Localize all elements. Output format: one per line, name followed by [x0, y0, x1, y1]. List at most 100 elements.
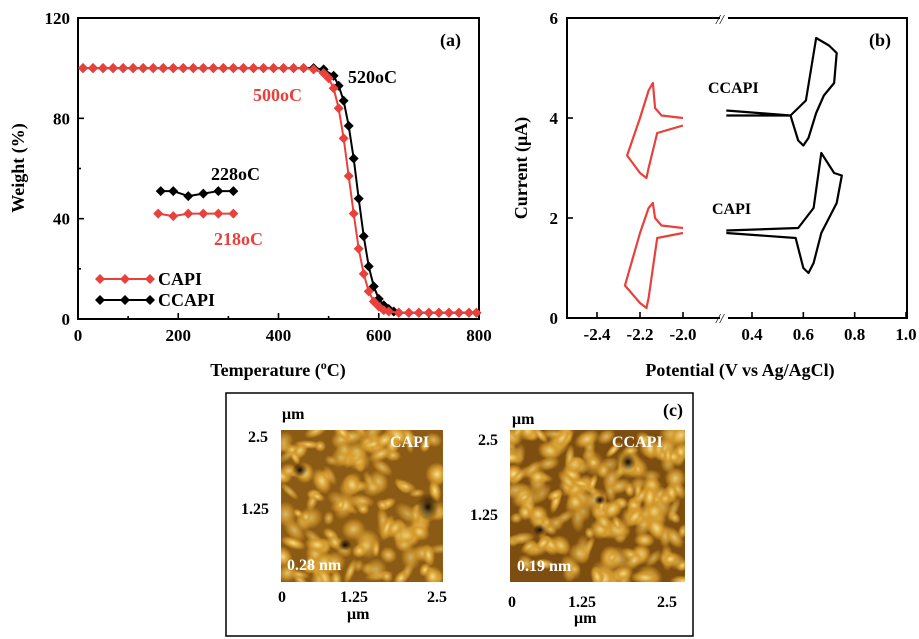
tga-point-capi: [168, 63, 179, 74]
cv-xtick-label: -2.4: [584, 325, 611, 344]
afm-grain: [546, 489, 564, 502]
tga-ytick-label: 80: [53, 109, 70, 128]
cv-xtick-label: 0.6: [793, 325, 814, 344]
tga-point-capi: [178, 63, 189, 74]
cv-ytick-label: 2: [550, 209, 559, 228]
afm-grain: [310, 491, 325, 502]
cv-ytick-label: 6: [550, 9, 559, 28]
cv-xtick-label: 0.8: [844, 325, 865, 344]
afm-capi-ytick-mid: 1.25: [241, 501, 269, 518]
afm-grain: [371, 458, 393, 477]
tga-ytick-label: 40: [53, 210, 70, 229]
capi-cv-label: CAPI: [712, 201, 751, 218]
afm-capi-roughness: 0.28 nm: [287, 557, 342, 574]
top-axis-break: //: [715, 13, 725, 28]
afm-grain: [343, 558, 357, 582]
ccapi-td-annotation: 520oC: [348, 67, 397, 87]
tga-point-capi: [188, 63, 199, 74]
capi-tg-annotation: 218oC: [214, 229, 263, 249]
afm-grain: [334, 430, 351, 442]
afm-grain: [384, 449, 402, 462]
afm-grain: [510, 430, 526, 441]
tga-point-ccapi-tg: [213, 186, 224, 197]
tga-point-capi: [413, 307, 424, 318]
afm-grain: [345, 439, 368, 462]
afm-grain: [596, 430, 616, 445]
afm-grain: [330, 569, 342, 582]
afm-grain: [624, 550, 644, 571]
tga-point-ccapi: [353, 193, 364, 204]
afm-image-ccapi: CCAPI 0.19 nm μm 2.5 1.25 0 1.25 2.5 μm: [470, 411, 685, 627]
tga-point-capi: [443, 307, 454, 318]
tga-point-capi: [358, 268, 369, 279]
tga-point-capi: [433, 307, 444, 318]
afm-grain: [606, 550, 618, 564]
cv-panel: // // -2.4 -2.2 -2.0 0.4 0.6 0.8 1.0 0 2 4 6 (b) C…: [511, 8, 917, 381]
tga-point-capi: [288, 63, 299, 74]
capi-td-annotation: 500oC: [253, 85, 302, 105]
afm-capi-xtick-0: 0: [278, 589, 286, 606]
afm-grain: [350, 493, 375, 508]
tga-point-capi: [343, 171, 354, 182]
tga-point-capi-tg: [213, 208, 224, 219]
cv-x-axis-label: Potential (V vs Ag/AgCl): [645, 360, 834, 381]
afm-grain: [584, 527, 595, 540]
tga-xtick-label: 400: [266, 326, 292, 345]
afm-grain: [574, 430, 600, 449]
tga-point-capi: [403, 307, 414, 318]
afm-pit: [620, 453, 636, 471]
afm-grain: [419, 438, 432, 453]
cv-curve-ccapi-neg: [625, 81, 684, 180]
tga-point-capi: [368, 296, 379, 307]
tga-point-capi: [393, 307, 404, 318]
tga-point-capi-tg: [198, 208, 209, 219]
tga-point-capi: [471, 307, 482, 318]
panel-b-label: (b): [869, 30, 891, 51]
tga-point-capi: [298, 63, 309, 74]
afm-grain: [633, 480, 643, 500]
cv-ticks: -2.4 -2.2 -2.0 0.4 0.6 0.8 1.0 0 2 4 6: [550, 9, 917, 344]
afm-ccapi-x-unit: μm: [574, 610, 597, 627]
cv-xtick-label: -2.2: [627, 325, 654, 344]
tga-point-capi-tg: [228, 208, 239, 219]
tga-point-capi: [268, 63, 279, 74]
afm-grain: [364, 558, 388, 581]
afm-grain: [611, 514, 623, 533]
afm-grain: [281, 463, 297, 479]
afm-grain: [673, 442, 685, 461]
tga-point-capi: [353, 243, 364, 254]
afm-capi-title: CAPI: [390, 434, 429, 451]
tga-point-capi: [338, 133, 349, 144]
afm-grain: [305, 555, 317, 566]
afm-pit: [292, 463, 308, 477]
tga-point-capi: [78, 63, 89, 74]
afm-grain: [324, 455, 338, 466]
tga-point-capi: [258, 63, 269, 74]
afm-grain: [400, 544, 421, 570]
afm-grain: [613, 565, 634, 582]
afm-pit: [533, 524, 547, 536]
tga-point-capi: [118, 63, 129, 74]
tga-point-capi: [148, 63, 159, 74]
afm-grain: [664, 526, 685, 549]
afm-grain: [425, 462, 443, 486]
afm-grain: [570, 504, 585, 533]
afm-grain: [664, 467, 685, 489]
tga-xtick-label: 0: [74, 326, 83, 345]
tga-point-ccapi-tg: [168, 186, 179, 197]
afm-grain: [426, 543, 443, 555]
afm-grain: [323, 511, 335, 526]
tga-point-capi: [138, 63, 149, 74]
afm-ccapi-xtick-mid: 1.25: [568, 594, 596, 611]
tga-point-capi: [208, 63, 219, 74]
tga-point-capi-tg: [153, 208, 164, 219]
tga-panel: 0 200 400 600 800 0 40 80 120 (a) 520oC 500oC 22…: [8, 9, 492, 381]
afm-grain: [393, 569, 409, 582]
afm-ccapi-xtick-0: 0: [508, 594, 516, 611]
afm-grain: [520, 539, 537, 554]
afm-ccapi-title: CCAPI: [612, 434, 663, 451]
afm-grain: [661, 552, 680, 567]
afm-capi-ytick-top: 2.5: [248, 429, 268, 446]
ccapi-tg-annotation: 228oC: [211, 164, 260, 184]
tga-ticks: 0 200 400 600 800 0 40 80 120: [45, 9, 492, 345]
